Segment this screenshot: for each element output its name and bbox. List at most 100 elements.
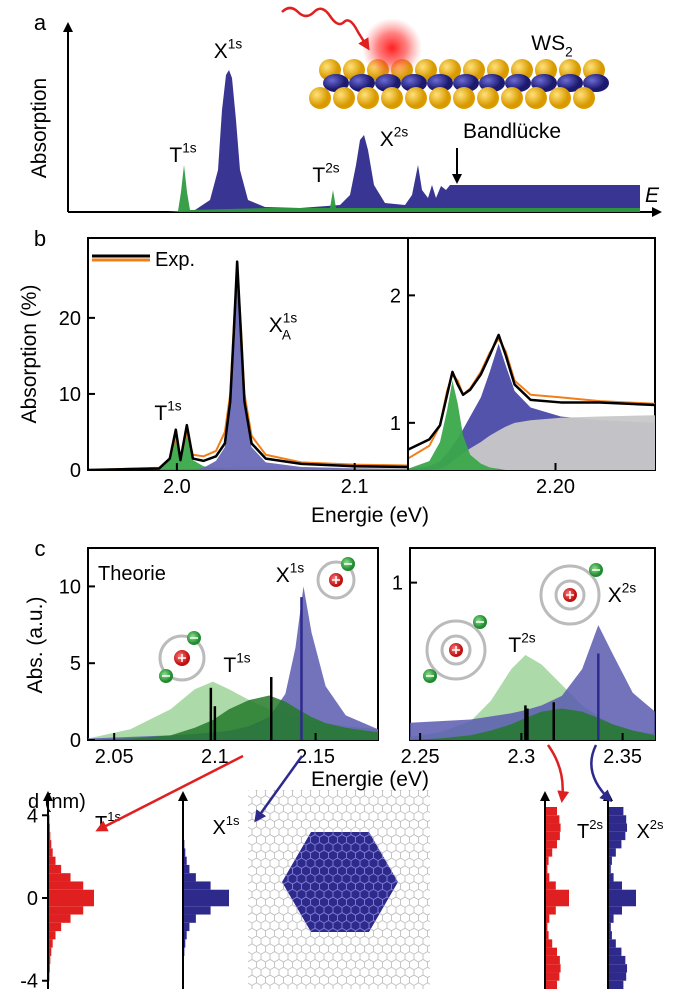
histogram-bar bbox=[608, 815, 627, 824]
annotation-text: T bbox=[312, 164, 325, 187]
histogram-bar bbox=[183, 939, 186, 948]
annotation: X1s bbox=[214, 37, 243, 63]
y-tick-label: 4 bbox=[27, 805, 38, 827]
sulfur-atom bbox=[525, 87, 547, 109]
area bbox=[88, 695, 378, 740]
histogram-bar bbox=[608, 931, 612, 940]
annotation-sub: A bbox=[282, 327, 292, 342]
x-axis-label: Energie (eV) bbox=[311, 768, 429, 791]
y-tick-label: 20 bbox=[59, 308, 81, 330]
histogram-bar bbox=[608, 922, 611, 932]
area bbox=[410, 708, 655, 740]
annotation: T1s bbox=[95, 809, 121, 835]
histogram-bar bbox=[545, 831, 560, 841]
sulfur-atom bbox=[429, 87, 451, 109]
x-tick-label: 2.15 bbox=[296, 746, 335, 768]
histogram-bar bbox=[48, 831, 51, 841]
annotation-text: T bbox=[169, 144, 182, 167]
x-tick-label: 2.3 bbox=[507, 746, 535, 768]
x-axis-label: E bbox=[645, 184, 660, 207]
histogram-bar bbox=[545, 955, 560, 965]
sulfur-atom bbox=[501, 87, 523, 109]
line bbox=[88, 260, 408, 470]
histogram-bar bbox=[48, 906, 84, 915]
histogram-bar bbox=[608, 873, 614, 882]
annotation: T1s bbox=[169, 141, 196, 167]
histogram-bar bbox=[48, 856, 56, 865]
annotation-text: T bbox=[577, 821, 589, 843]
sulfur-atom bbox=[357, 87, 379, 109]
link-arrow bbox=[95, 754, 244, 832]
y-axis-label: Absorption bbox=[28, 78, 51, 178]
histogram-bar bbox=[183, 856, 187, 865]
histogram-bar bbox=[48, 914, 71, 923]
histogram-bar bbox=[545, 964, 561, 973]
histogram-bar bbox=[545, 807, 557, 816]
histogram-bar bbox=[608, 864, 611, 874]
annotation-sup: 1s bbox=[290, 561, 305, 576]
histogram-bar bbox=[608, 823, 628, 832]
x-tick-label: 2.05 bbox=[95, 746, 134, 768]
histogram-bar bbox=[608, 964, 628, 973]
tungsten-atom bbox=[583, 74, 609, 92]
histogram-bar bbox=[48, 939, 53, 948]
sulfur-atom bbox=[477, 87, 499, 109]
x-tick-label: 2.0 bbox=[163, 476, 191, 498]
histogram-bar bbox=[545, 889, 569, 898]
plot-area bbox=[410, 625, 655, 740]
histogram-bar bbox=[608, 889, 636, 898]
annotation-text: T bbox=[95, 813, 107, 835]
annotation-sup: 1s bbox=[182, 141, 197, 156]
annotation-text: X bbox=[380, 128, 394, 151]
histogram-bar bbox=[545, 864, 548, 874]
photon-arrow bbox=[281, 6, 370, 51]
histogram-bar bbox=[183, 906, 211, 915]
atom-icon bbox=[539, 563, 603, 626]
histogram-bar bbox=[545, 939, 553, 948]
annotation-sup: 1s bbox=[236, 651, 251, 666]
histogram-bar bbox=[608, 881, 622, 890]
tungsten-atom bbox=[453, 74, 479, 92]
histogram-bar bbox=[545, 815, 560, 824]
y-tick-label: 10 bbox=[59, 384, 81, 406]
plot-area bbox=[168, 70, 640, 212]
y-tick-label: 0 bbox=[70, 460, 81, 482]
y-tick-label: 10 bbox=[59, 576, 81, 598]
plot-area bbox=[88, 260, 408, 470]
annotation-sup: 2s bbox=[394, 125, 409, 140]
annotation-sup: 2s bbox=[650, 817, 664, 832]
histogram-bar bbox=[48, 873, 71, 882]
annotation: T2s bbox=[508, 631, 535, 657]
histogram-bar bbox=[608, 947, 622, 956]
annotation-text: X bbox=[276, 564, 290, 587]
histogram-bar bbox=[545, 840, 557, 849]
panel-label: a bbox=[34, 10, 47, 35]
x-tick-label: 2.25 bbox=[401, 746, 440, 768]
histogram-bar bbox=[608, 898, 636, 907]
histogram-bar bbox=[545, 914, 550, 923]
annotation-text: X bbox=[269, 314, 283, 337]
histogram-bar bbox=[48, 881, 84, 890]
annotation: T1s bbox=[223, 651, 250, 677]
x-tick-label: 2.20 bbox=[536, 476, 575, 498]
histogram-bar bbox=[48, 840, 52, 849]
histogram-bar bbox=[48, 931, 56, 940]
annotation-text: T bbox=[508, 634, 521, 657]
annotation: X2s bbox=[608, 581, 637, 607]
histogram-bar bbox=[48, 889, 94, 898]
tungsten-atom bbox=[427, 74, 453, 92]
area bbox=[410, 625, 655, 740]
annotation: X2s bbox=[380, 125, 409, 151]
annotation: T1s bbox=[154, 399, 181, 425]
histogram-bar bbox=[545, 898, 569, 907]
histogram-bar bbox=[608, 840, 622, 849]
histogram-bar bbox=[183, 873, 196, 882]
ws2-lattice bbox=[309, 59, 609, 109]
area bbox=[408, 380, 655, 470]
annotation-sub: 2 bbox=[565, 44, 573, 59]
histogram-bar bbox=[608, 980, 624, 989]
annotation-text: T bbox=[154, 402, 167, 425]
y-tick-label: 1 bbox=[392, 573, 403, 595]
